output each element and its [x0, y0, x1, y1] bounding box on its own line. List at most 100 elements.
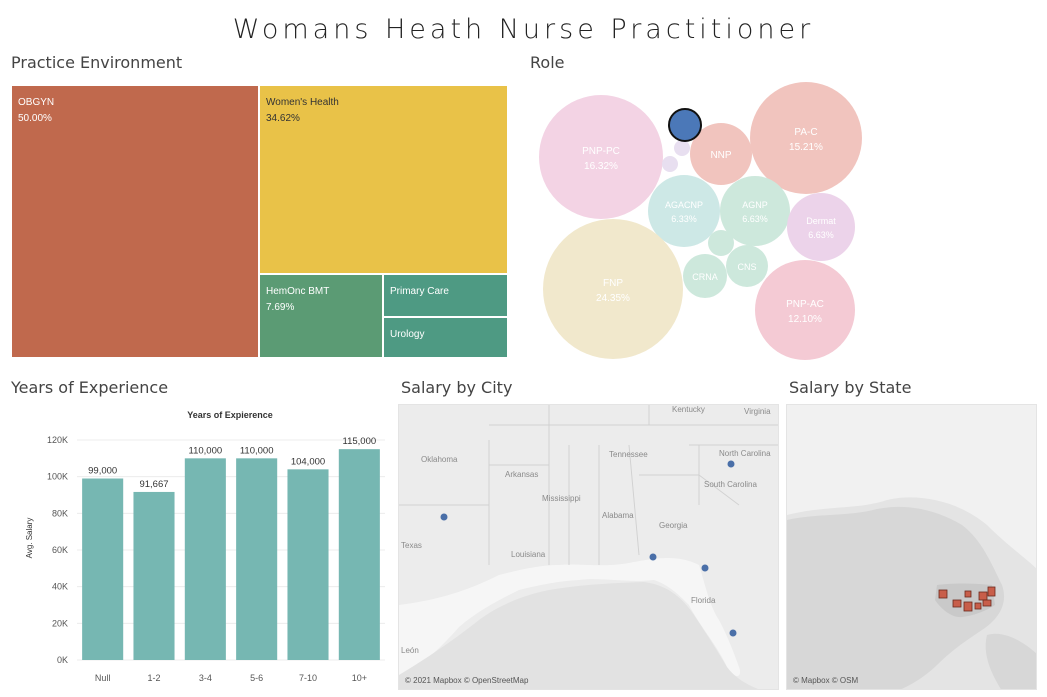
map-label-texas: Texas	[401, 541, 422, 550]
bubble-fnp-circle	[543, 219, 683, 359]
bubble-value-pnp-pc: 16.32%	[584, 161, 618, 172]
state-highlight[interactable]	[974, 602, 982, 610]
bubble-value-pnp-ac: 12.10%	[788, 314, 822, 325]
years-experience-bar-chart: Years of Expierence Avg. Salary 0K 20K 40K…	[25, 410, 385, 683]
bubble-small-green[interactable]	[708, 230, 734, 256]
state-highlight[interactable]	[987, 586, 996, 597]
bar-value-label: 99,000	[88, 466, 117, 477]
state-highlight[interactable]	[982, 599, 992, 607]
north-america-landmass	[787, 506, 1004, 689]
bubble-pa-c-circle	[750, 82, 862, 194]
bar-Null[interactable]	[82, 478, 124, 661]
bubble-label-nnp: NNP	[710, 150, 731, 161]
treemap-label-urology: Urology	[390, 329, 425, 340]
city-map-attribution[interactable]: © 2021 Mapbox © OpenStreetMap	[405, 676, 529, 685]
bubble-label-agacnp: AGACNP	[665, 200, 703, 210]
bubble-nnp-circle	[690, 123, 752, 185]
treemap-cell-obgyn[interactable]: OBGYN 50.00%	[11, 85, 259, 358]
x-tick-label: 10+	[352, 673, 367, 683]
bubble-value-fnp: 24.35%	[596, 293, 630, 304]
bubble-dermat[interactable]: Dermat 6.63%	[787, 193, 855, 261]
map-label-south-carolina: South Carolina	[704, 480, 757, 489]
bubble-crna[interactable]: CRNA	[683, 254, 727, 298]
bar-1-2[interactable]	[133, 491, 175, 660]
x-tick-label: 1-2	[147, 673, 160, 683]
bubble-cns[interactable]: CNS	[726, 245, 768, 287]
y-tick-label: 20K	[52, 618, 68, 628]
map-label-virginia: Virginia	[744, 407, 771, 416]
role-title: Role	[530, 53, 565, 72]
bubble-label-pnp-pc: PNP-PC	[582, 146, 620, 157]
map-label-tennessee: Tennessee	[609, 450, 648, 459]
bubble-pnp-pc[interactable]: PNP-PC 16.32%	[539, 95, 663, 219]
bubble-agacnp-circle	[648, 175, 720, 247]
map-label-florida: Florida	[691, 596, 716, 605]
bubble-value-dermat: 6.63%	[808, 230, 834, 240]
bar-3-4[interactable]	[184, 458, 226, 660]
bar-7-10[interactable]	[287, 469, 329, 660]
bubble-pnp-ac-circle	[755, 260, 855, 360]
y-tick-label: 40K	[52, 582, 68, 592]
y-tick-label: 0K	[57, 655, 68, 665]
city-point[interactable]	[727, 460, 735, 468]
role-bubble-chart: PNP-PC 16.32% PA-C 15.21% NNP AGACNP 6.3…	[539, 82, 862, 360]
dashboard-title: Womans Heath Nurse Practitioner	[232, 14, 815, 45]
state-highlight[interactable]	[964, 590, 972, 598]
treemap-cell-hemonc-bmt[interactable]: HemOnc BMT 7.69%	[259, 274, 383, 358]
bubble-pa-c[interactable]: PA-C 15.21%	[750, 82, 862, 194]
bubble-selected[interactable]	[668, 108, 702, 142]
bar-5-6[interactable]	[236, 458, 278, 660]
state-highlight[interactable]	[978, 591, 988, 601]
bubble-label-dermat: Dermat	[806, 216, 836, 226]
bar-value-label: 91,667	[139, 479, 168, 490]
y-tick-label: 120K	[47, 435, 68, 445]
treemap-value-obgyn: 50.00%	[18, 113, 52, 124]
state-highlight[interactable]	[952, 599, 962, 608]
gridlines	[77, 439, 385, 661]
map-label-alabama: Alabama	[602, 511, 634, 520]
treemap-value-hemonc-bmt: 7.69%	[266, 302, 295, 313]
south-america-landmass	[985, 633, 1036, 689]
bubble-agnp-circle	[720, 176, 790, 246]
bubble-agnp[interactable]: AGNP 6.63%	[720, 176, 790, 246]
practice-environment-treemap: OBGYN 50.00% Women's Health 34.62% HemOn…	[11, 85, 508, 358]
treemap-label-hemonc-bmt: HemOnc BMT	[266, 286, 330, 297]
bubble-pnp-ac[interactable]: PNP-AC 12.10%	[755, 260, 855, 360]
salary-state-map[interactable]: © Mapbox © OSM	[786, 404, 1037, 690]
state-highlight[interactable]	[963, 601, 973, 612]
y-axis-ticks: 0K 20K 40K 60K 80K 100K 120K	[47, 435, 68, 665]
map-label-leon: León	[401, 646, 419, 655]
bubble-tiny-1[interactable]	[674, 140, 690, 156]
map-label-louisiana: Louisiana	[511, 550, 546, 559]
bubble-value-agnp: 6.63%	[742, 214, 768, 224]
treemap-value-womens-health: 34.62%	[266, 113, 300, 124]
practice-environment-title: Practice Environment	[11, 53, 183, 72]
bubble-nnp[interactable]: NNP	[690, 123, 752, 185]
state-borders	[399, 405, 778, 565]
bubble-label-pnp-ac: PNP-AC	[786, 299, 824, 310]
treemap-label-primary-care: Primary Care	[390, 286, 449, 297]
bubble-fnp[interactable]: FNP 24.35%	[543, 219, 683, 359]
city-point[interactable]	[729, 629, 737, 637]
state-map-attribution[interactable]: © Mapbox © OSM	[793, 676, 859, 685]
treemap-cell-urology[interactable]: Urology	[383, 317, 508, 358]
bubble-tiny-2[interactable]	[662, 156, 678, 172]
city-point[interactable]	[701, 564, 709, 572]
treemap-cell-womens-health[interactable]: Women's Health 34.62%	[259, 85, 508, 274]
gulf-water	[399, 582, 759, 689]
x-tick-label: 7-10	[299, 673, 317, 683]
bubble-crna-circle	[683, 254, 727, 298]
gulf-coast-shape	[399, 558, 741, 680]
treemap-label-womens-health: Women's Health	[266, 97, 339, 108]
value-labels: 99,000 91,667 110,000 110,000 104,000 115,000	[88, 436, 376, 490]
state-highlight[interactable]	[938, 589, 948, 599]
bubble-label-pa-c: PA-C	[794, 127, 817, 138]
salary-city-map[interactable]: Kentucky Virginia North Carolina Oklahom…	[398, 404, 779, 690]
city-point[interactable]	[649, 553, 657, 561]
bubble-agacnp[interactable]: AGACNP 6.33%	[648, 175, 720, 247]
city-point[interactable]	[440, 513, 448, 521]
x-tick-label: Null	[95, 673, 111, 683]
bar-10+[interactable]	[338, 449, 380, 660]
city-map-svg: Kentucky Virginia North Carolina Oklahom…	[399, 405, 778, 689]
treemap-cell-primary-care[interactable]: Primary Care	[383, 274, 508, 317]
